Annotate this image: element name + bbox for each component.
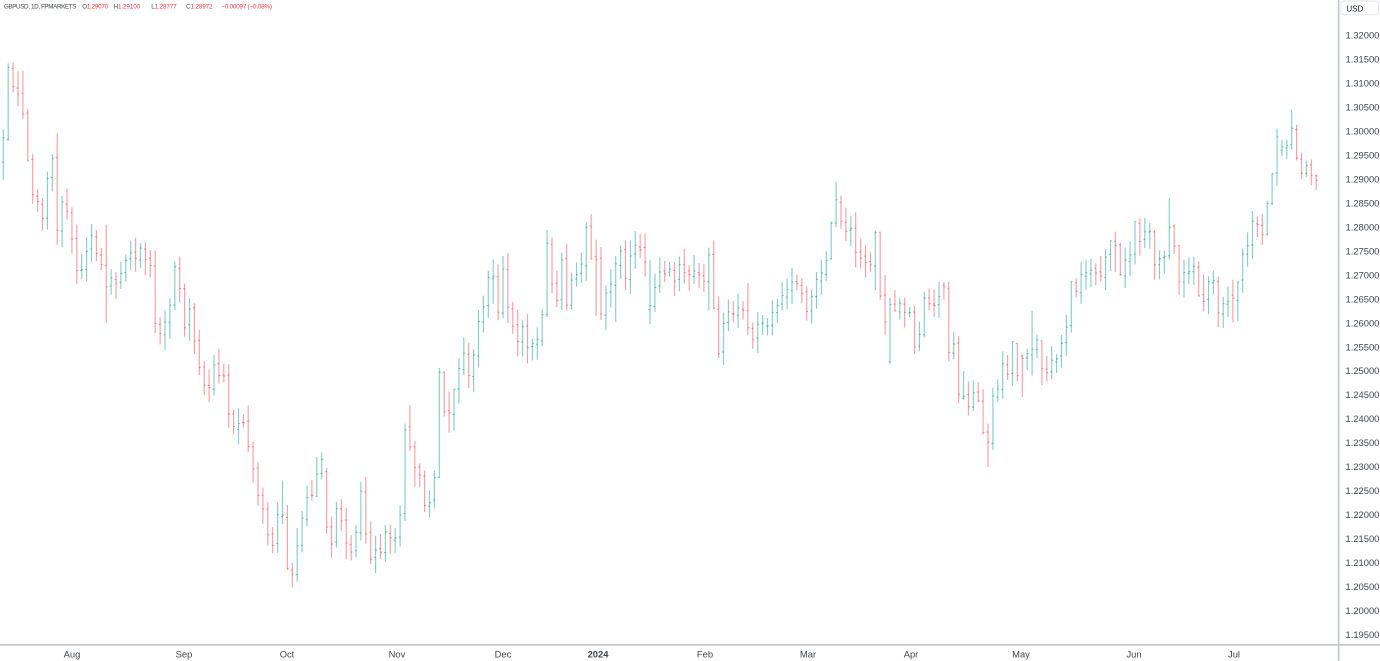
svg-text:1.29000: 1.29000 xyxy=(1346,174,1380,185)
svg-text:Mar: Mar xyxy=(800,648,816,659)
svg-text:1.20000: 1.20000 xyxy=(1346,605,1380,616)
svg-text:1.25000: 1.25000 xyxy=(1346,365,1380,376)
svg-text:1.21000: 1.21000 xyxy=(1346,557,1380,568)
svg-text:Nov: Nov xyxy=(389,648,406,659)
svg-text:1.26000: 1.26000 xyxy=(1346,317,1380,328)
svg-text:C1.28972: C1.28972 xyxy=(186,3,213,10)
svg-text:H1.29100: H1.29100 xyxy=(114,3,141,10)
svg-text:1.22500: 1.22500 xyxy=(1346,485,1380,496)
svg-text:1.32000: 1.32000 xyxy=(1346,30,1380,41)
svg-text:2024: 2024 xyxy=(588,648,610,659)
svg-text:Aug: Aug xyxy=(64,648,81,659)
svg-text:Sep: Sep xyxy=(176,648,193,659)
svg-text:1.31000: 1.31000 xyxy=(1346,78,1380,89)
svg-text:1.24500: 1.24500 xyxy=(1346,389,1380,400)
svg-text:Jul: Jul xyxy=(1228,648,1240,659)
svg-text:May: May xyxy=(1012,648,1030,659)
svg-text:Oct: Oct xyxy=(280,648,295,659)
svg-text:1.22000: 1.22000 xyxy=(1346,509,1380,520)
svg-text:USD: USD xyxy=(1346,4,1363,13)
svg-text:1.23000: 1.23000 xyxy=(1346,461,1380,472)
svg-text:O1.29070: O1.29070 xyxy=(82,3,108,10)
svg-text:1.29500: 1.29500 xyxy=(1346,150,1380,161)
svg-text:1.25500: 1.25500 xyxy=(1346,341,1380,352)
svg-text:Feb: Feb xyxy=(697,648,713,659)
svg-text:Apr: Apr xyxy=(904,648,919,659)
svg-text:1.30000: 1.30000 xyxy=(1346,126,1380,137)
svg-text:1.31500: 1.31500 xyxy=(1346,54,1380,65)
svg-text:Jun: Jun xyxy=(1126,648,1141,659)
svg-text:1.26500: 1.26500 xyxy=(1346,293,1380,304)
svg-text:Dec: Dec xyxy=(495,648,512,659)
svg-text:1.24000: 1.24000 xyxy=(1346,413,1380,424)
svg-text:1.23500: 1.23500 xyxy=(1346,437,1380,448)
svg-text:1.28000: 1.28000 xyxy=(1346,221,1380,232)
svg-text:1.20500: 1.20500 xyxy=(1346,581,1380,592)
svg-text:1.27000: 1.27000 xyxy=(1346,269,1380,280)
svg-text:GBPUSD, 1D, FPMARKETS: GBPUSD, 1D, FPMARKETS xyxy=(4,3,76,10)
svg-text:1.28500: 1.28500 xyxy=(1346,197,1380,208)
svg-text:1.30500: 1.30500 xyxy=(1346,102,1380,113)
svg-text:1.21500: 1.21500 xyxy=(1346,533,1380,544)
svg-text:1.19500: 1.19500 xyxy=(1346,629,1380,640)
svg-text:1.27500: 1.27500 xyxy=(1346,245,1380,256)
svg-text:−0.00097 (−0.08%): −0.00097 (−0.08%) xyxy=(221,3,272,10)
svg-text:L1.28777: L1.28777 xyxy=(151,3,177,10)
